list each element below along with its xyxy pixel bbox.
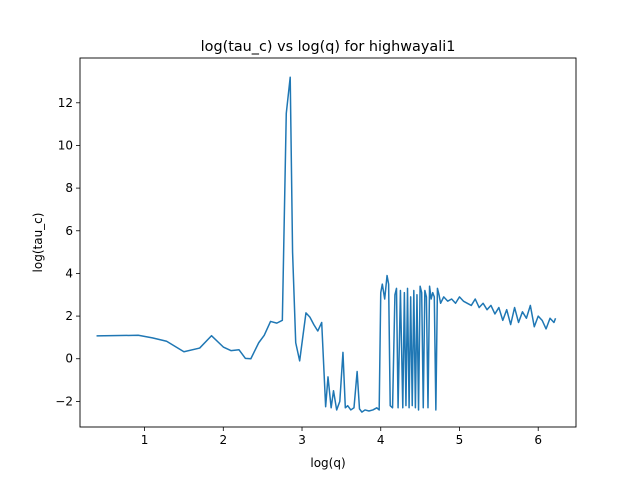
- y-tick-label: 8: [65, 181, 73, 195]
- y-tick-label: −2: [55, 394, 73, 408]
- y-tick-label: 10: [58, 138, 73, 152]
- series-line-0: [96, 76, 557, 413]
- y-tick-label: 6: [65, 224, 73, 238]
- x-tick-label: 5: [456, 433, 464, 447]
- x-tick-label: 1: [141, 433, 149, 447]
- y-axis-label: log(tau_c): [31, 213, 45, 273]
- x-tick-label: 3: [298, 433, 306, 447]
- chart-title: log(tau_c) vs log(q) for highwayali1: [201, 39, 456, 55]
- x-axis-ticks: 1 2 3 4 5 6: [141, 427, 542, 447]
- y-tick-label: 4: [65, 266, 73, 280]
- y-axis-ticks: −2 0 2 4 6 8 10 12: [55, 96, 80, 408]
- y-tick-label: 12: [58, 96, 73, 110]
- x-tick-label: 6: [534, 433, 542, 447]
- y-tick-label: 2: [65, 309, 73, 323]
- x-tick-label: 2: [219, 433, 227, 447]
- y-tick-label: 0: [65, 352, 73, 366]
- x-tick-label: 4: [377, 433, 385, 447]
- x-axis-label: log(q): [310, 456, 345, 470]
- plot-area: [96, 76, 557, 413]
- axes-frame: [79, 57, 577, 428]
